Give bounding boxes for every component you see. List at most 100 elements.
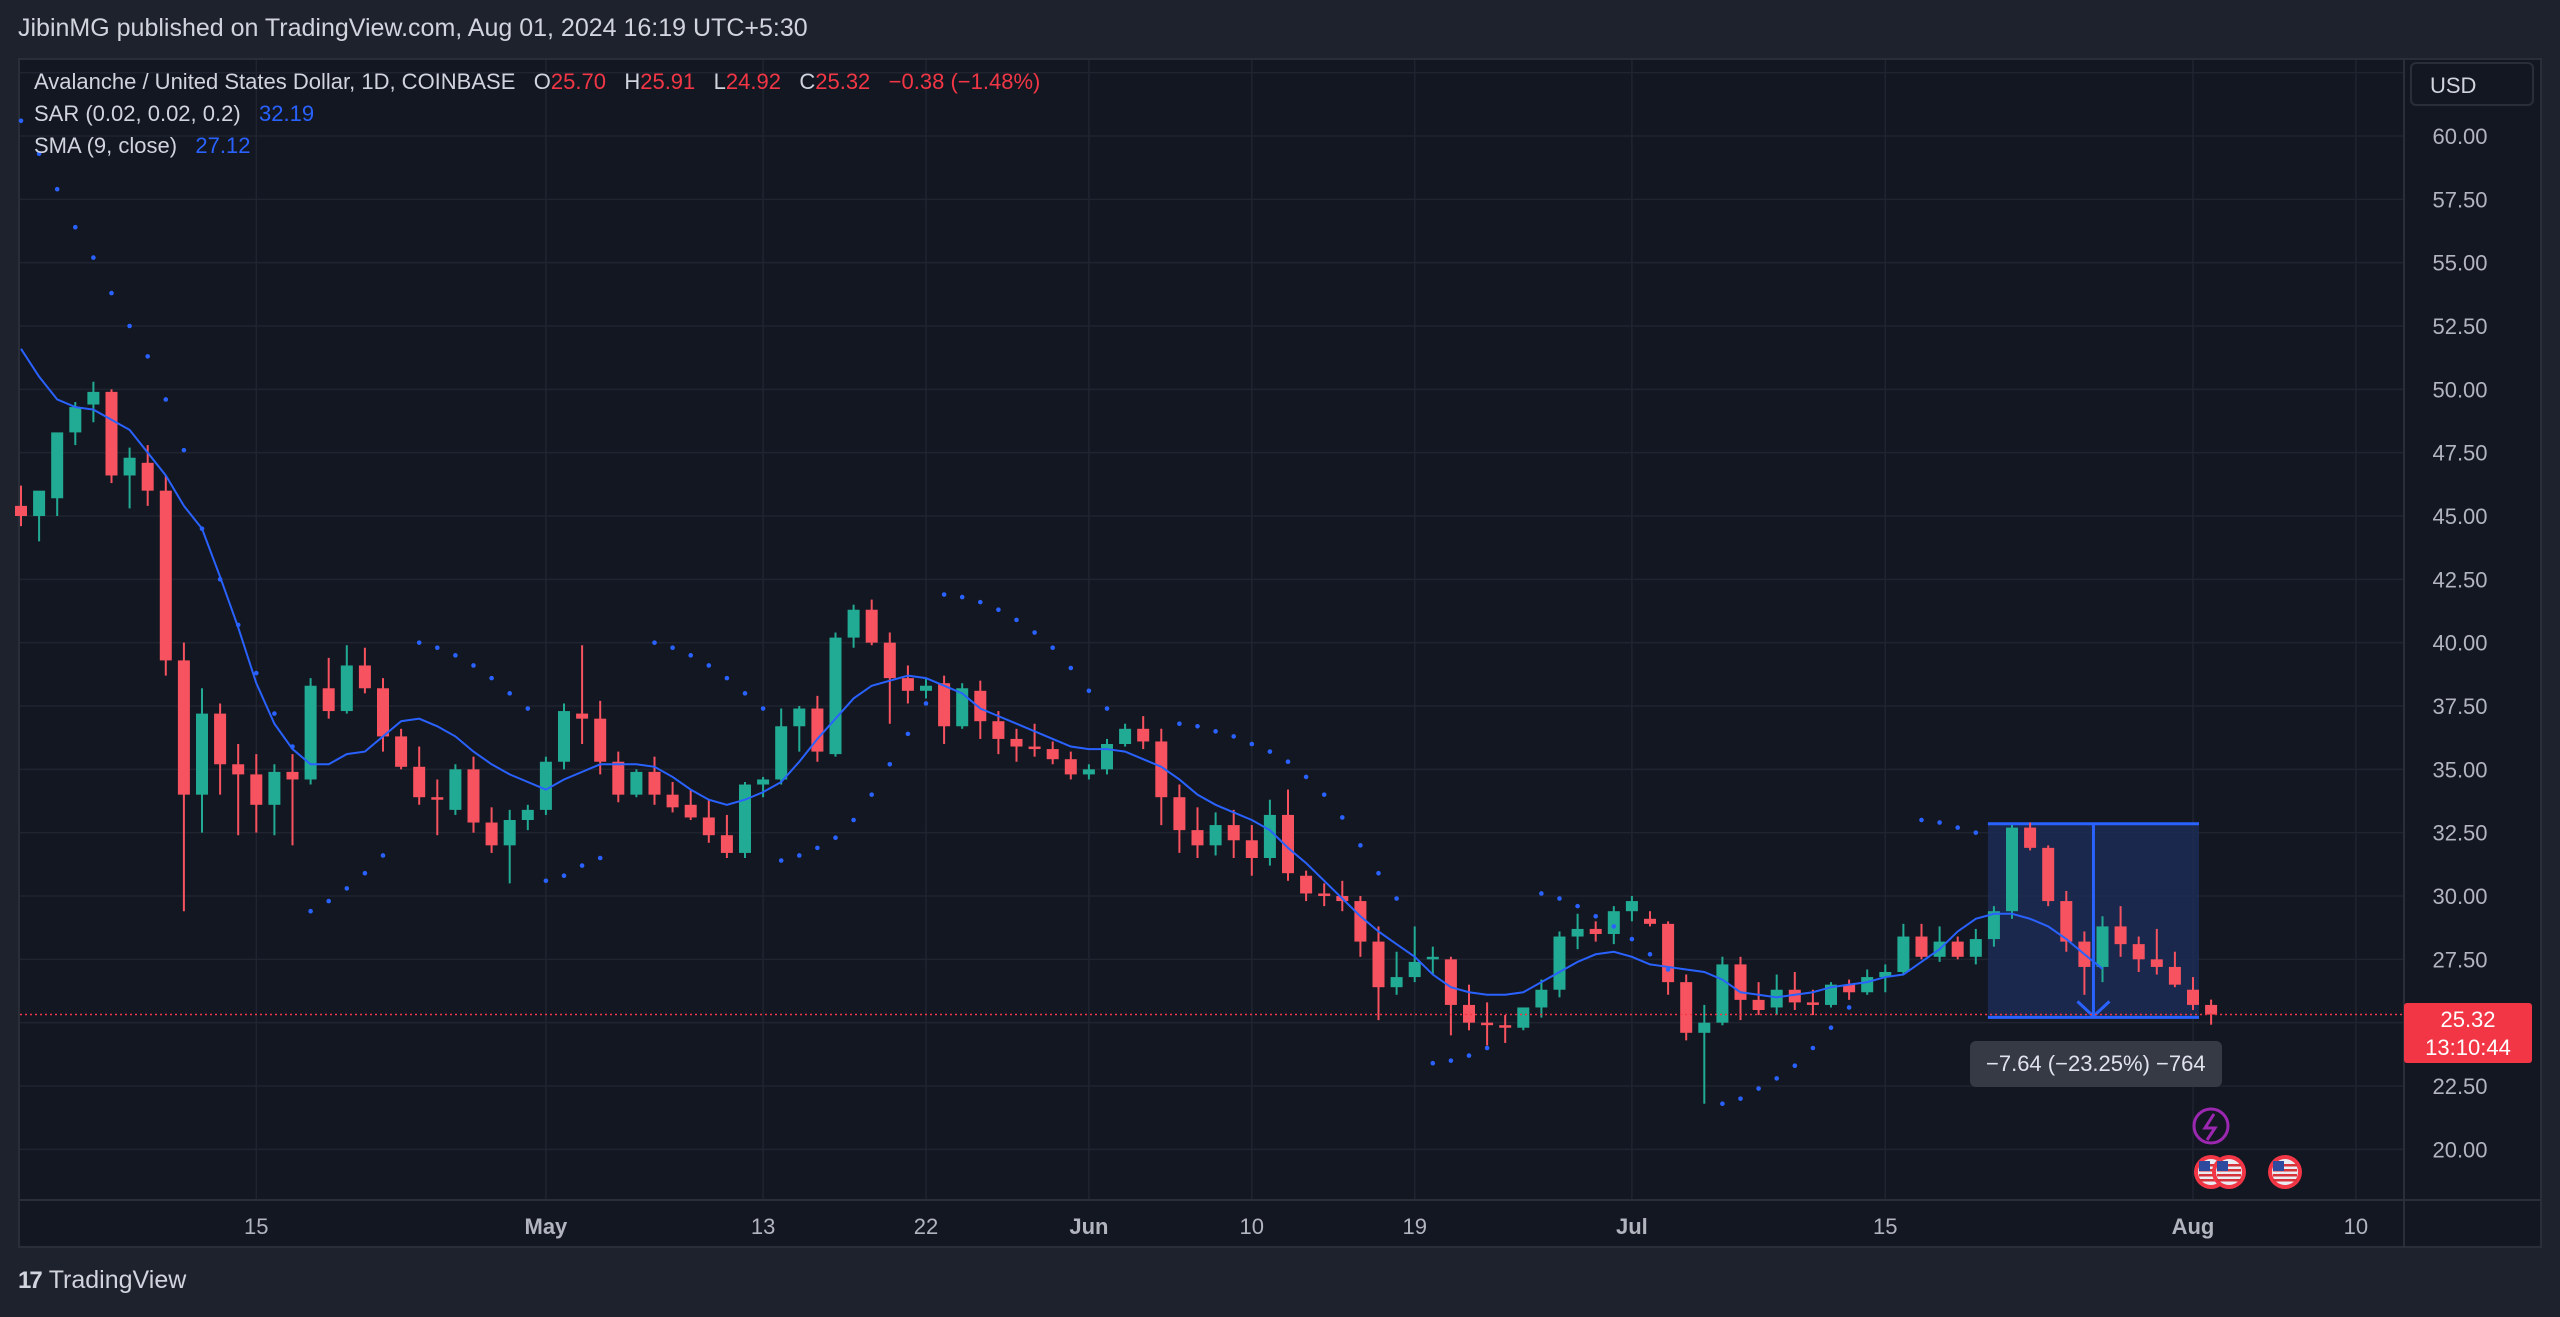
candle-body	[1535, 989, 1548, 1008]
sar-dot	[453, 653, 458, 658]
price-axis-label: 30.00	[2432, 884, 2487, 909]
sar-dot	[833, 835, 838, 841]
sar-dot	[36, 151, 42, 157]
last-price-value: 25.32	[2440, 1007, 2496, 1032]
candle-body	[2132, 944, 2145, 960]
us-flag-event-icon-3-canton	[2273, 1161, 2284, 1171]
candle-body	[322, 688, 335, 712]
sar-legend-row[interactable]: SAR (0.02, 0.02, 0.2) 32.19	[34, 98, 1040, 130]
sar-dot	[978, 599, 983, 605]
candle-body	[358, 665, 371, 689]
candle-body	[1734, 964, 1747, 1000]
time-axis-label: 22	[914, 1214, 938, 1239]
sar-dot	[1430, 1060, 1436, 1066]
candle-body	[847, 609, 860, 638]
candle-body	[1625, 901, 1638, 912]
candle-body	[1698, 1022, 1711, 1033]
us-flag-event-icon-2-stripe	[2217, 1164, 2241, 1167]
candle-body	[377, 688, 389, 737]
sar-dot	[1919, 817, 1924, 823]
publish-header: JibinMG published on TradingView.com, Au…	[0, 0, 2560, 58]
price-axis-label: 40.00	[2432, 631, 2487, 656]
sar-dot	[1846, 1005, 1852, 1010]
sar-dot	[308, 908, 313, 914]
sar-dot	[489, 675, 494, 681]
candle-body	[576, 713, 589, 719]
candlestick-chart[interactable]: 20.00 22.50 27.50 30.00 32.50 35.00 37.50 40.00…	[0, 0, 2560, 1250]
us-flag-event-icon-3-stripe	[2273, 1164, 2297, 1167]
candle-body	[1300, 875, 1313, 894]
candle-body	[1372, 941, 1385, 988]
sar-dot	[380, 853, 386, 858]
candle-body	[449, 769, 462, 810]
sar-dot	[1321, 792, 1327, 797]
us-flag-event-icon-2-stripe	[2217, 1174, 2241, 1177]
open-label: O	[533, 69, 551, 94]
sar-dot	[1973, 830, 1979, 835]
candle-body	[612, 761, 625, 795]
candle-body	[1137, 728, 1150, 742]
candle-body	[304, 685, 317, 780]
time-axis-label: May	[525, 1214, 569, 1239]
sar-dot	[1937, 820, 1942, 825]
tradingview-logo[interactable]: 17 TradingView	[18, 1266, 186, 1295]
sar-dot	[525, 706, 531, 711]
sar-dot	[54, 186, 60, 192]
candle-body	[1408, 961, 1421, 978]
sar-dot	[1358, 843, 1363, 848]
symbol-title: Avalanche / United States Dollar, 1D, CO…	[34, 69, 516, 94]
us-flag-event-icon-2-stripe	[2217, 1169, 2241, 1172]
price-axis-label: 27.50	[2432, 947, 2487, 972]
sar-dot	[1050, 645, 1055, 651]
price-axis-label: 60.00	[2432, 124, 2487, 149]
sar-dot	[1466, 1053, 1472, 1058]
candle-body	[1662, 923, 1675, 983]
candle-body	[1788, 989, 1801, 1003]
sar-dot	[1720, 1101, 1725, 1107]
close-value: 25.32	[815, 69, 871, 94]
candle-body	[286, 771, 299, 780]
sar-dot	[1756, 1086, 1761, 1091]
candle-body	[1101, 744, 1113, 770]
candle-body	[268, 771, 281, 805]
candle-body	[1969, 939, 1982, 957]
sma-legend-row[interactable]: SMA (9, close) 27.12	[34, 130, 1040, 162]
sar-dot	[253, 670, 259, 676]
lightning-event-icon[interactable]	[2192, 1107, 2230, 1145]
candle-body	[1770, 989, 1783, 1008]
us-flag-event-icon-2-stripe	[2217, 1179, 2241, 1182]
sar-dot	[1231, 734, 1236, 739]
candle-body	[1680, 982, 1693, 1033]
sar-dot	[797, 853, 802, 858]
candle-body	[720, 835, 733, 853]
candle-body	[1444, 959, 1457, 1005]
candle-body	[1517, 1007, 1530, 1028]
sar-dot	[1086, 688, 1092, 694]
open-value: 25.70	[550, 69, 606, 94]
currency-button[interactable]: USD	[2410, 62, 2534, 106]
chart-legend: Avalanche / United States Dollar, 1D, CO…	[34, 66, 1040, 162]
us-flag-event-icon-2-canton	[2217, 1161, 2228, 1171]
candle-body	[2096, 926, 2109, 967]
candle-body	[1644, 918, 1656, 924]
time-axis-label: 15	[1873, 1214, 1897, 1239]
sar-dot	[1448, 1058, 1454, 1063]
candle-body	[2205, 1004, 2218, 1015]
candle-body	[87, 391, 100, 405]
candle-body	[340, 665, 353, 712]
candle-body	[2150, 959, 2163, 967]
candle-body	[956, 688, 969, 727]
sar-dot	[561, 873, 567, 879]
us-flag-event-icon-stripe	[2199, 1164, 2223, 1167]
sar-dot	[1068, 665, 1074, 671]
sar-dot	[199, 526, 205, 531]
sar-dot	[959, 594, 965, 600]
candle-body	[105, 391, 118, 476]
sar-dot	[1629, 936, 1635, 942]
candle-body	[1589, 928, 1602, 934]
sar-dot	[905, 731, 911, 737]
candle-body	[1426, 956, 1439, 960]
candle-body	[1028, 746, 1041, 750]
candle-body	[1082, 769, 1095, 775]
time-axis-label: 19	[1402, 1214, 1426, 1239]
